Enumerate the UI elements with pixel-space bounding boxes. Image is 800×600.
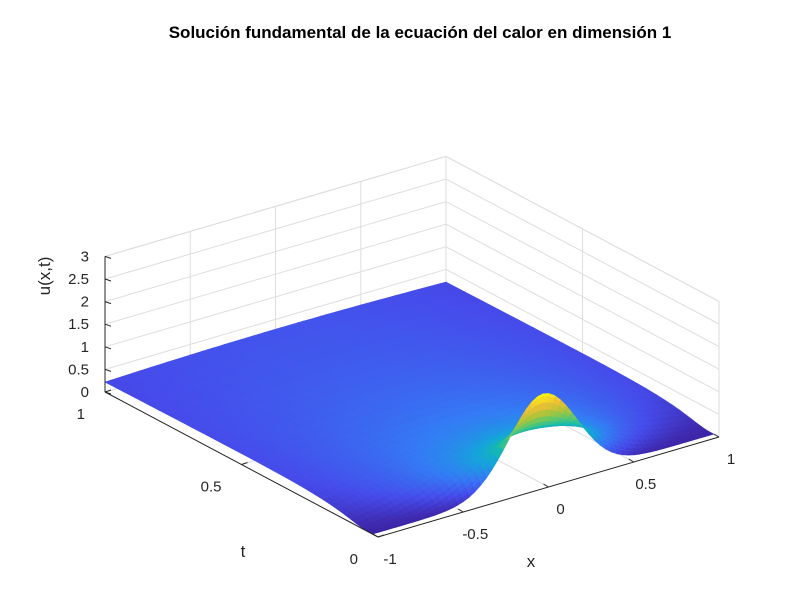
z-tick-label: 0 [81, 384, 89, 401]
z-tick-label: 0.5 [68, 361, 89, 378]
z-tick-mark [104, 368, 112, 372]
z-tick-mark [104, 301, 112, 305]
t-tick-mark [241, 462, 248, 465]
z-tick-label: 1.5 [68, 316, 89, 333]
t-tick-label: 1 [77, 406, 85, 423]
z-tick-mark [104, 323, 112, 327]
z-tick-mark [104, 391, 112, 395]
surface-patch [621, 453, 629, 456]
surface-patch [627, 453, 635, 456]
t-tick-mark [377, 534, 385, 538]
z-tick-mark [104, 278, 112, 282]
t-tick-labels: 00.51 [77, 406, 358, 568]
z-tick-label: 2 [81, 294, 89, 311]
z-tick-mark [104, 346, 112, 350]
x-tick-label: 1 [727, 451, 735, 468]
x-tick-mark [713, 433, 720, 438]
z-tick-mark [104, 255, 112, 259]
box-edge [104, 155, 720, 302]
x-axis-label: x [527, 552, 536, 571]
chart-title: Solución fundamental de la ecuación del … [169, 23, 672, 42]
t-tick-label: 0.5 [201, 479, 222, 496]
t-tick-mark [104, 389, 112, 393]
surface-layer [104, 281, 715, 535]
x-tick-labels: -1 -0.5 0 0.5 1 [383, 451, 735, 568]
x-tick-label: -0.5 [462, 526, 488, 543]
x-tick-mark [628, 458, 635, 463]
z-tick-label: 2.5 [68, 271, 89, 288]
x-tick-mark [372, 533, 379, 538]
z-axis-label: u(x,t) [35, 257, 54, 296]
x-tick-mark [457, 508, 464, 513]
t-axis-label: t [241, 542, 246, 561]
t-tick-label: 0 [350, 551, 358, 568]
z-tick-labels: 0 0.5 1 1.5 2 2.5 3 [68, 248, 89, 401]
x-tick-label: 0.5 [635, 476, 656, 493]
x-tick-label: -1 [383, 551, 396, 568]
z-tick-label: 1 [81, 339, 89, 356]
x-tick-mark [543, 483, 549, 488]
axes-layer [104, 255, 720, 538]
x-tick-label: 0 [556, 501, 564, 518]
surface-patch [542, 393, 550, 397]
z-tick-label: 3 [81, 248, 89, 265]
